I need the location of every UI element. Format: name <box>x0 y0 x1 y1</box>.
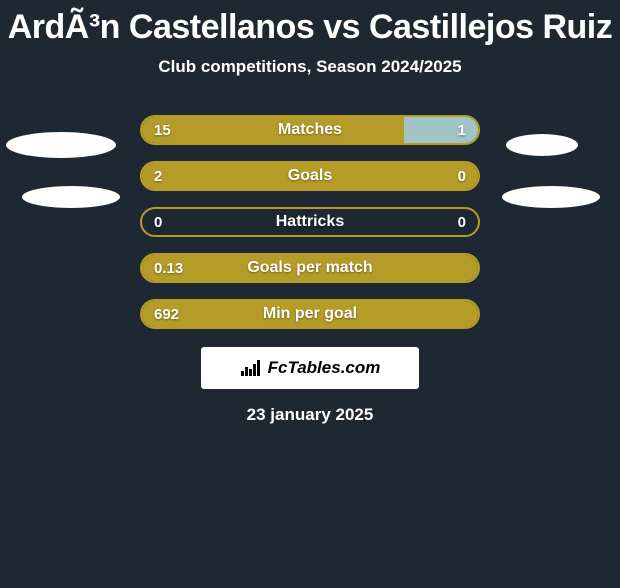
bars-icon <box>240 359 262 377</box>
watermark-text: FcTables.com <box>268 358 381 378</box>
stat-label: Hattricks <box>142 209 478 235</box>
stat-row: Min per goal692 <box>140 299 480 331</box>
stat-label: Matches <box>142 117 478 143</box>
bar-container: Goals per match0.13 <box>140 253 480 283</box>
player-right-marker <box>502 186 600 208</box>
page-title: ArdÃ³n Castellanos vs Castillejos Ruiz <box>0 8 620 47</box>
player-left-marker <box>6 132 116 158</box>
player-left-marker <box>22 186 120 208</box>
date-label: 23 january 2025 <box>0 405 620 425</box>
stat-value-right: 0 <box>458 163 466 189</box>
subtitle: Club competitions, Season 2024/2025 <box>0 57 620 77</box>
stat-row: Goals per match0.13 <box>140 253 480 285</box>
stat-value-left: 15 <box>154 117 171 143</box>
stat-row: Hattricks0 0 <box>140 207 480 239</box>
stat-value-left: 692 <box>154 301 179 327</box>
stat-value-left: 2 <box>154 163 162 189</box>
stat-value-right: 1 <box>458 117 466 143</box>
stat-row: Matches15 1 <box>140 115 480 147</box>
bar-container: Matches15 1 <box>140 115 480 145</box>
stat-row: Goals2 0 <box>140 161 480 193</box>
stat-label: Min per goal <box>142 301 478 327</box>
bar-container: Goals2 0 <box>140 161 480 191</box>
stat-value-right: 0 <box>458 209 466 235</box>
stat-label: Goals per match <box>142 255 478 281</box>
bar-container: Min per goal692 <box>140 299 480 329</box>
stat-label: Goals <box>142 163 478 189</box>
stat-value-left: 0 <box>154 209 162 235</box>
bar-container: Hattricks0 0 <box>140 207 480 237</box>
watermark: FcTables.com <box>201 347 419 389</box>
stat-value-left: 0.13 <box>154 255 183 281</box>
player-right-marker <box>506 134 578 156</box>
